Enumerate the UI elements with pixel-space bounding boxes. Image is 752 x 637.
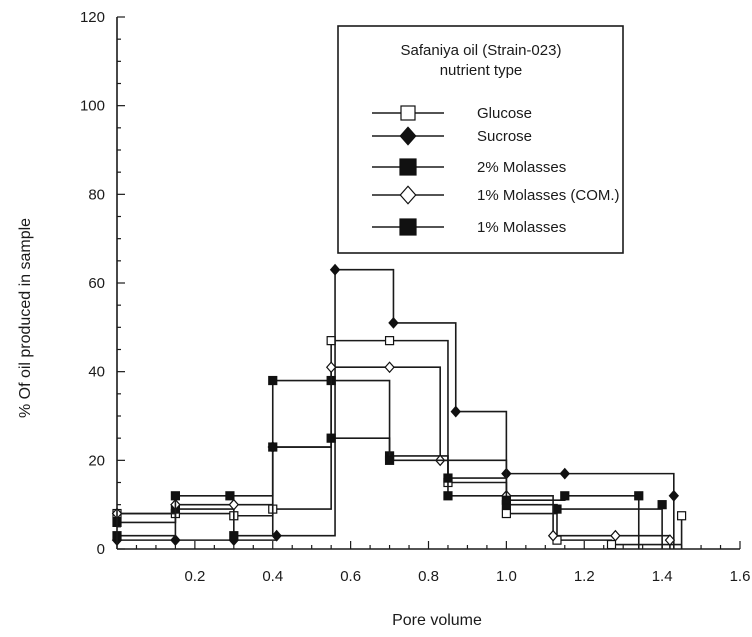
data-point: [384, 361, 395, 374]
data-point: [501, 495, 511, 505]
data-point: [326, 336, 336, 346]
y-tick-label: 80: [88, 186, 105, 203]
axes: 0 20 40 60 80 100 120 0.2 0.4 0.6 0.8 1.0 1.2 1.4 1.6: [80, 9, 750, 585]
data-point: [443, 491, 453, 501]
legend-label: 1% Molasses (COM.): [477, 187, 620, 204]
legend-label: Sucrose: [477, 128, 532, 145]
data-point: [228, 498, 240, 511]
data-point: [610, 529, 621, 542]
legend-entry: 1% Molasses (COM.): [372, 185, 620, 205]
series-2: [111, 263, 680, 549]
y-tick-label: 40: [88, 364, 105, 381]
data-point: [326, 433, 336, 443]
series-line: [117, 339, 683, 549]
data-point: [325, 361, 337, 374]
x-tick-label: 1.0: [496, 568, 517, 585]
legend-box: [337, 25, 624, 254]
x-tick-label: 0.4: [262, 568, 283, 585]
data-point: [329, 263, 341, 276]
y-tick-label: 120: [80, 9, 105, 26]
legend-entry: Sucrose: [372, 126, 532, 146]
legend-marker: [399, 158, 417, 176]
legend-entry: 1% Molasses: [372, 218, 566, 236]
data-point: [229, 531, 239, 541]
series-5: [112, 433, 644, 549]
x-tick-label: 0.6: [340, 568, 361, 585]
legend-label: 1% Molasses: [477, 219, 566, 236]
data-point: [450, 405, 461, 418]
data-point: [664, 534, 676, 547]
data-point: [676, 511, 687, 521]
data-point: [606, 539, 617, 550]
series-1: [112, 336, 687, 550]
legend: Safaniya oil (Strain-023) nutrient type …: [337, 25, 624, 254]
data-point: [443, 473, 453, 483]
x-tick-label: 1.4: [652, 568, 673, 585]
data-point: [170, 534, 181, 547]
data-point: [384, 455, 395, 465]
data-point: [501, 508, 511, 519]
data-point: [170, 491, 181, 501]
legend-label: Glucose: [477, 105, 532, 122]
x-tick-label: 0.2: [184, 568, 205, 585]
y-tick-label: 20: [88, 452, 105, 469]
y-tick-label: 100: [80, 98, 105, 115]
series-line: [117, 268, 675, 549]
legend-marker: [400, 105, 416, 121]
x-tick-label: 0.8: [418, 568, 439, 585]
series-layer: [111, 263, 687, 550]
series-4: [111, 361, 676, 549]
data-point: [657, 500, 667, 510]
data-point: [268, 442, 278, 452]
data-point: [560, 491, 570, 501]
legend-title-line2: nutrient type: [440, 62, 523, 79]
y-axis-label: % Of oil produced in sample: [17, 218, 34, 418]
data-point: [559, 467, 570, 480]
data-point: [552, 504, 562, 514]
data-point: [271, 529, 282, 542]
legend-marker: [399, 185, 417, 205]
legend-label: 2% Molasses: [477, 159, 566, 176]
x-axis-label: Pore volume: [392, 612, 482, 629]
data-point: [384, 336, 395, 346]
legend-entry: 2% Molasses: [372, 158, 566, 176]
data-point: [634, 491, 644, 501]
y-tick-label: 0: [97, 541, 105, 558]
data-point: [668, 489, 680, 502]
legend-entries: Glucose Sucrose 2% Molasses 1% Molasses (CO…: [372, 105, 620, 236]
data-point: [268, 375, 278, 386]
legend-marker: [399, 126, 417, 146]
legend-entry: Glucose: [372, 105, 532, 122]
legend-marker: [399, 218, 417, 236]
data-point: [547, 529, 559, 542]
y-tick-label: 60: [88, 275, 105, 292]
x-tick-label: 1.2: [574, 568, 595, 585]
x-tick-label: 1.6: [730, 568, 751, 585]
legend-title-line1: Safaniya oil (Strain-023): [401, 42, 562, 59]
data-point: [225, 491, 235, 501]
data-point: [388, 316, 399, 329]
